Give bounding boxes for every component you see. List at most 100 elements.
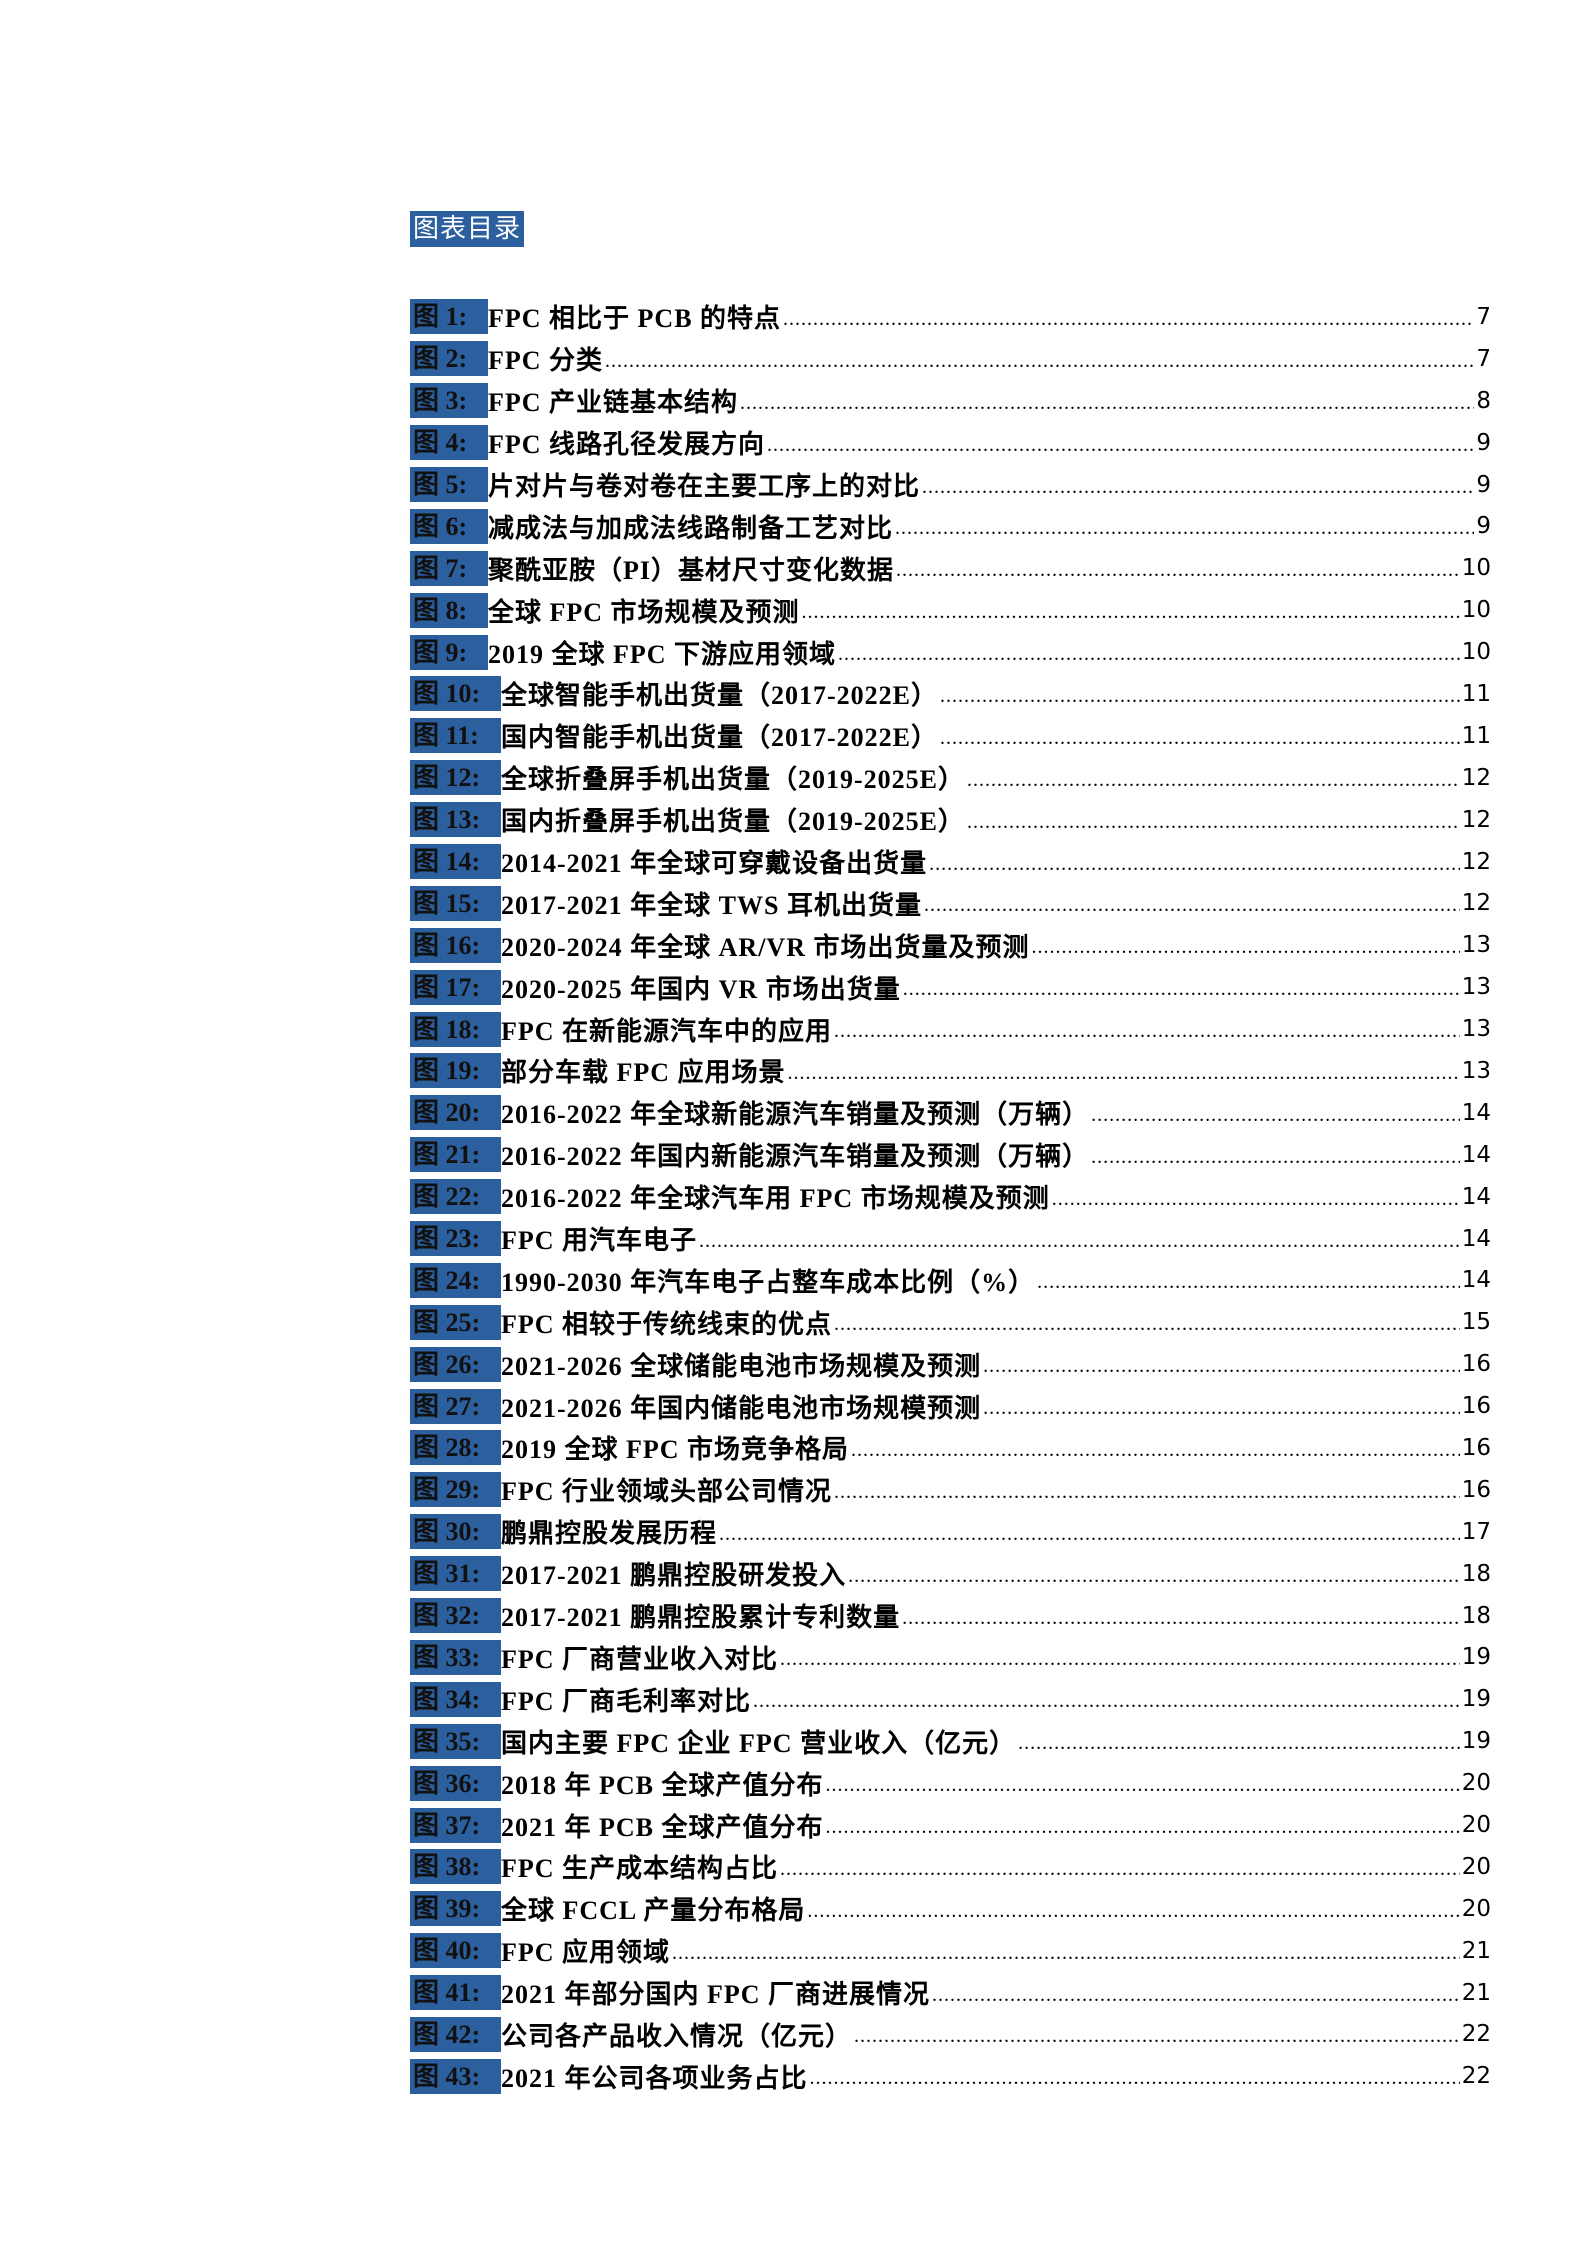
figure-label: 图 6: bbox=[410, 508, 488, 544]
figure-label: 图 14: bbox=[410, 844, 501, 880]
toc-entry[interactable]: 图 26: 2021-2026 全球储能电池市场规模及预测............… bbox=[410, 1343, 1491, 1385]
page-number: 21 bbox=[1461, 1937, 1491, 1964]
toc-entry[interactable]: 图 32: 2017-2021 鹏鼎控股累计专利数量...............… bbox=[410, 1595, 1491, 1637]
figure-title: 国内折叠屏手机出货量（2019-2025E） bbox=[501, 807, 966, 837]
toc-entry[interactable]: 图 39: 全球 FCCL 产量分布格局.....................… bbox=[410, 1888, 1491, 1930]
page-number: 22 bbox=[1461, 2063, 1491, 2090]
dot-leader: ........................................… bbox=[825, 1774, 1460, 1797]
dot-leader: ........................................… bbox=[834, 1020, 1460, 1043]
dot-leader: ........................................… bbox=[983, 1355, 1460, 1378]
toc-entry[interactable]: 图 9: 2019 全球 FPC 下游应用领域..................… bbox=[410, 631, 1491, 673]
toc-entry[interactable]: 图 14: 2014-2021 年全球可穿戴设备出货量..............… bbox=[410, 841, 1491, 883]
toc-entry[interactable]: 图 7: 聚酰亚胺（PI）基材尺寸变化数据....................… bbox=[410, 547, 1491, 589]
page-number: 15 bbox=[1461, 1309, 1491, 1336]
figure-title: 2016-2022 年全球汽车用 FPC 市场规模及预测 bbox=[501, 1184, 1050, 1214]
dot-leader: ........................................… bbox=[854, 2025, 1460, 2048]
toc-entry[interactable]: 图 15: 2017-2021 年全球 TWS 耳机出货量............… bbox=[410, 882, 1491, 924]
figure-label: 图 42: bbox=[410, 2016, 501, 2052]
toc-entry[interactable]: 图 31: 2017-2021 鹏鼎控股研发投入.................… bbox=[410, 1553, 1491, 1595]
figure-label: 图 3: bbox=[410, 383, 488, 419]
figure-title: FPC 线路孔径发展方向 bbox=[488, 430, 766, 460]
toc-entry[interactable]: 图 1: FPC 相比于 PCB 的特点.....................… bbox=[410, 296, 1491, 338]
toc-entry[interactable]: 图 41: 2021 年部分国内 FPC 厂商进展情况..............… bbox=[410, 1972, 1491, 2014]
toc-entry[interactable]: 图 42: 公司各产品收入情况（亿元）......................… bbox=[410, 2014, 1491, 2056]
toc-entry[interactable]: 图 16: 2020-2024 年全球 AR/VR 市场出货量及预测.......… bbox=[410, 924, 1491, 966]
page-number: 14 bbox=[1461, 1141, 1491, 1168]
toc-entry[interactable]: 图 2: FPC 分类..............................… bbox=[410, 338, 1491, 380]
toc-entry[interactable]: 图 18: FPC 在新能源汽车中的应用.....................… bbox=[410, 1008, 1491, 1050]
figure-label: 图 28: bbox=[410, 1430, 501, 1466]
toc-entry[interactable]: 图 8: 全球 FPC 市场规模及预测......................… bbox=[410, 589, 1491, 631]
toc-title: 图表目录 bbox=[410, 211, 525, 247]
figure-title: 全球智能手机出货量（2017-2022E） bbox=[501, 681, 939, 711]
toc-entry[interactable]: 图 4: FPC 线路孔径发展方向........................… bbox=[410, 422, 1491, 464]
dot-leader: ........................................… bbox=[838, 643, 1460, 666]
toc-entry[interactable]: 图 17: 2020-2025 年国内 VR 市场出货量.............… bbox=[410, 966, 1491, 1008]
figure-title: FPC 在新能源汽车中的应用 bbox=[501, 1016, 833, 1046]
figure-label: 图 22: bbox=[410, 1179, 501, 1215]
toc-entry[interactable]: 图 38: FPC 生产成本结构占比.......................… bbox=[410, 1846, 1491, 1888]
page-number: 16 bbox=[1461, 1434, 1491, 1461]
figure-list: 图 1: FPC 相比于 PCB 的特点.....................… bbox=[410, 296, 1491, 2097]
toc-entry[interactable]: 图 35: 国内主要 FPC 企业 FPC 营业收入（亿元）...........… bbox=[410, 1720, 1491, 1762]
toc-entry[interactable]: 图 23: FPC 用汽车电子..........................… bbox=[410, 1218, 1491, 1260]
toc-entry[interactable]: 图 43: 2021 年公司各项业务占比.....................… bbox=[410, 2055, 1491, 2097]
page-number: 16 bbox=[1461, 1351, 1491, 1378]
figure-label: 图 36: bbox=[410, 1765, 501, 1801]
page-number: 19 bbox=[1461, 1686, 1491, 1713]
page-number: 13 bbox=[1461, 1057, 1491, 1084]
toc-entry[interactable]: 图 21: 2016-2022 年国内新能源汽车销量及预测（万辆）........… bbox=[410, 1134, 1491, 1176]
toc-entry[interactable]: 图 30: 鹏鼎控股发展历程...........................… bbox=[410, 1511, 1491, 1553]
page-number: 18 bbox=[1461, 1602, 1491, 1629]
toc-entry[interactable]: 图 10: 全球智能手机出货量（2017-2022E）..............… bbox=[410, 673, 1491, 715]
toc-entry[interactable]: 图 22: 2016-2022 年全球汽车用 FPC 市场规模及预测.......… bbox=[410, 1176, 1491, 1218]
figure-label: 图 17: bbox=[410, 969, 501, 1005]
figure-title: 国内主要 FPC 企业 FPC 营业收入（亿元） bbox=[501, 1728, 1017, 1758]
toc-entry[interactable]: 图 6: 减成法与加成法线路制备工艺对比.....................… bbox=[410, 505, 1491, 547]
dot-leader: ........................................… bbox=[767, 433, 1474, 456]
figure-title: 国内智能手机出货量（2017-2022E） bbox=[501, 723, 939, 753]
figure-label: 图 4: bbox=[410, 425, 488, 461]
toc-entry[interactable]: 图 11: 国内智能手机出货量（2017-2022E）..............… bbox=[410, 715, 1491, 757]
figure-title: 2020-2024 年全球 AR/VR 市场出货量及预测 bbox=[501, 932, 1030, 962]
figure-title: 全球 FCCL 产量分布格局 bbox=[501, 1896, 806, 1926]
toc-entry[interactable]: 图 37: 2021 年 PCB 全球产值分布..................… bbox=[410, 1804, 1491, 1846]
toc-entry[interactable]: 图 29: FPC 行业领域头部公司情况.....................… bbox=[410, 1469, 1491, 1511]
toc-entry[interactable]: 图 3: FPC 产业链基本结构.........................… bbox=[410, 380, 1491, 422]
dot-leader: ........................................… bbox=[932, 1983, 1460, 2006]
page-number: 8 bbox=[1476, 387, 1491, 414]
dot-leader: ........................................… bbox=[929, 852, 1460, 875]
figure-label: 图 21: bbox=[410, 1137, 501, 1173]
dot-leader: ........................................… bbox=[834, 1313, 1460, 1336]
figure-title: 2016-2022 年国内新能源汽车销量及预测（万辆） bbox=[501, 1142, 1090, 1172]
toc-entry[interactable]: 图 40: FPC 应用领域...........................… bbox=[410, 1930, 1491, 1972]
figure-label: 图 12: bbox=[410, 760, 501, 796]
page-number: 16 bbox=[1461, 1476, 1491, 1503]
toc-entry[interactable]: 图 24: 1990-2030 年汽车电子占整车成本比例（%）..........… bbox=[410, 1259, 1491, 1301]
toc-entry[interactable]: 图 20: 2016-2022 年全球新能源汽车销量及预测（万辆）........… bbox=[410, 1092, 1491, 1134]
figure-title: 2019 全球 FPC 市场竞争格局 bbox=[501, 1435, 850, 1465]
dot-leader: ........................................… bbox=[834, 1480, 1460, 1503]
figure-title: 2021 年部分国内 FPC 厂商进展情况 bbox=[501, 1980, 931, 2010]
dot-leader: ........................................… bbox=[895, 517, 1475, 540]
figure-title: FPC 厂商营业收入对比 bbox=[501, 1644, 779, 1674]
figure-label: 图 1: bbox=[410, 299, 488, 335]
figure-title: 2021 年公司各项业务占比 bbox=[501, 2063, 808, 2093]
toc-entry[interactable]: 图 34: FPC 厂商毛利率对比........................… bbox=[410, 1678, 1491, 1720]
toc-entry[interactable]: 图 33: FPC 厂商营业收入对比.......................… bbox=[410, 1637, 1491, 1679]
toc-entry[interactable]: 图 27: 2021-2026 年国内储能电池市场规模预测............… bbox=[410, 1385, 1491, 1427]
figure-label: 图 8: bbox=[410, 592, 488, 628]
toc-entry[interactable]: 图 36: 2018 年 PCB 全球产值分布..................… bbox=[410, 1762, 1491, 1804]
toc-entry[interactable]: 图 5: 片对片与卷对卷在主要工序上的对比....................… bbox=[410, 464, 1491, 506]
figure-label: 图 11: bbox=[410, 718, 501, 754]
toc-entry[interactable]: 图 13: 国内折叠屏手机出货量（2019-2025E）.............… bbox=[410, 799, 1491, 841]
toc-entry[interactable]: 图 28: 2019 全球 FPC 市场竞争格局.................… bbox=[410, 1427, 1491, 1469]
figure-title: FPC 相比于 PCB 的特点 bbox=[488, 304, 782, 334]
toc-entry[interactable]: 图 25: FPC 相较于传统线束的优点.....................… bbox=[410, 1301, 1491, 1343]
toc-entry[interactable]: 图 19: 部分车载 FPC 应用场景......................… bbox=[410, 1050, 1491, 1092]
figure-title: FPC 厂商毛利率对比 bbox=[501, 1686, 752, 1716]
page-number: 11 bbox=[1461, 722, 1491, 749]
page-number: 10 bbox=[1461, 639, 1491, 666]
dot-leader: ........................................… bbox=[1018, 1732, 1460, 1755]
toc-entry[interactable]: 图 12: 全球折叠屏手机出货量（2019-2025E）.............… bbox=[410, 757, 1491, 799]
